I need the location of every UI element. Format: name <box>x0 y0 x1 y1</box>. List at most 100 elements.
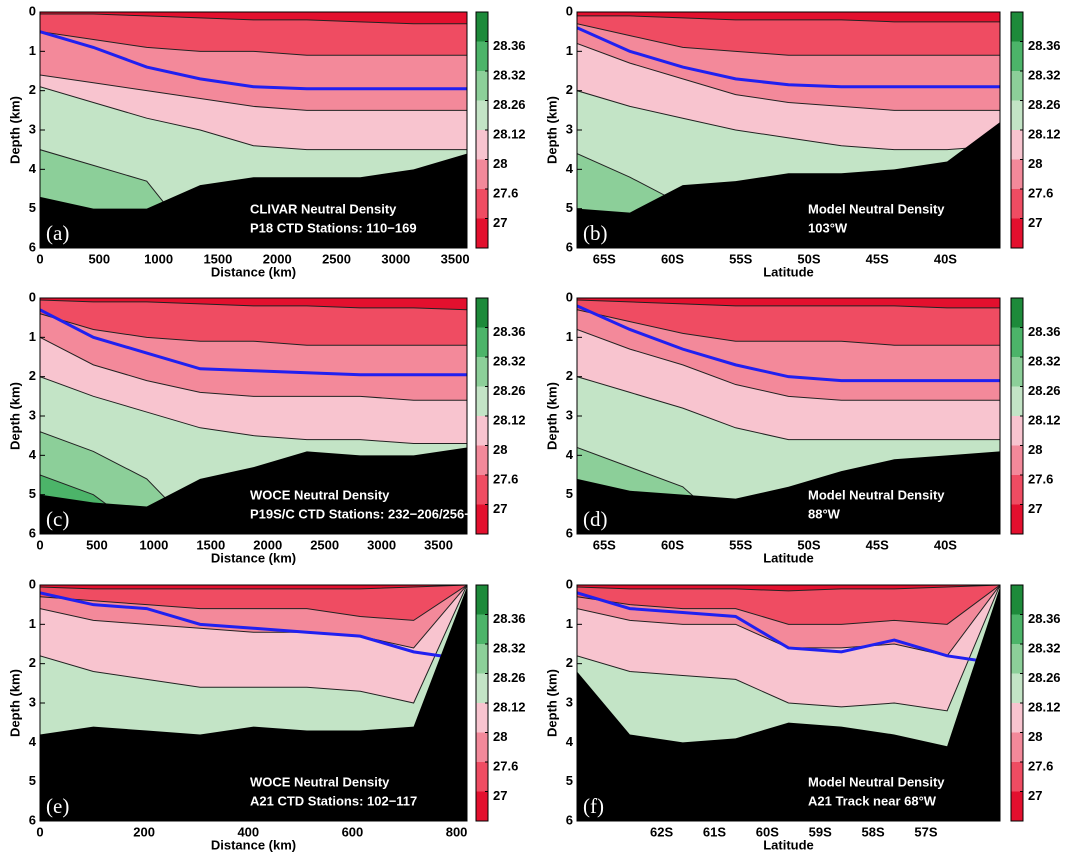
isopycnal <box>40 376 467 445</box>
annotation: WOCE Neutral Density <box>250 774 390 789</box>
colorbar-tick-label: 28 <box>493 442 507 457</box>
isopycnal <box>40 31 467 56</box>
colorbar-segment <box>476 504 488 534</box>
colorbar-tick-label: 28.26 <box>493 670 526 685</box>
colorbar-segment <box>476 327 488 357</box>
colorbar-tick-label: 28 <box>1028 442 1042 457</box>
bathymetry <box>577 122 1000 248</box>
y-tick-label: 5 <box>566 486 573 501</box>
panel: 0 1 2 3 4 5 6 62S 61S 60S 59S 58S 57S Latitude Depth (… <box>544 576 1060 852</box>
x-axis-label: Latitude <box>763 837 814 852</box>
panel-label: (e) <box>46 794 69 818</box>
colorbar-tick-label: 28.32 <box>1028 353 1061 368</box>
isopycnal <box>40 149 467 248</box>
colorbar-segment <box>476 41 488 71</box>
x-tick-label: 1500 <box>203 251 232 266</box>
x-tick-label: 65S <box>593 251 616 266</box>
x-tick-label: 55S <box>729 537 752 552</box>
colorbar-tick-label: 28 <box>493 156 507 171</box>
x-tick-label: 60S <box>661 537 684 552</box>
annotation: Model Neutral Density <box>808 201 945 216</box>
y-tick-label: 1 <box>566 616 573 631</box>
panel-label: (a) <box>46 221 69 245</box>
density-band <box>40 12 467 56</box>
colorbar-tick-label: 27.6 <box>493 471 518 486</box>
isopycnal <box>40 313 467 346</box>
colorbar-tick-label: 28.36 <box>1028 324 1061 339</box>
colorbar-tick-label: 28.36 <box>493 38 526 53</box>
colorbar-segment <box>1011 732 1023 762</box>
colorbar-tick-label: 28 <box>1028 156 1042 171</box>
density-band <box>40 12 467 24</box>
panel-label: (d) <box>583 507 608 531</box>
colorbar-segment <box>476 673 488 703</box>
isopycnal <box>577 90 1000 151</box>
colorbar-tick-label: 28.32 <box>493 640 526 655</box>
y-tick-label: 5 <box>29 486 36 501</box>
y-tick-label: 0 <box>566 576 573 591</box>
y-tick-label: 5 <box>29 773 36 788</box>
x-tick-label: 0 <box>36 824 43 839</box>
y-tick-label: 1 <box>29 43 36 58</box>
x-tick-label: 61S <box>703 824 726 839</box>
colorbar-segment <box>476 12 488 42</box>
colorbar-tick-label: 27 <box>1028 501 1042 516</box>
y-tick-label: 6 <box>566 812 573 827</box>
y-tick-label: 5 <box>566 773 573 788</box>
density-band <box>577 585 1000 625</box>
x-tick-label: 500 <box>86 537 108 552</box>
colorbar-tick-label: 27 <box>493 215 507 230</box>
colorbar-segment <box>476 386 488 416</box>
colorbar-segment <box>1011 703 1023 733</box>
x-tick-label: 200 <box>133 824 155 839</box>
x-tick-label: 2500 <box>322 251 351 266</box>
x-tick-label: 3000 <box>381 251 410 266</box>
x-tick-label: 65S <box>593 537 616 552</box>
blue-isopycnal <box>40 591 467 662</box>
x-tick-label: 400 <box>237 824 259 839</box>
colorbar-segment <box>476 218 488 248</box>
x-tick-label: 3500 <box>424 537 453 552</box>
colorbar-tick-label: 28.32 <box>493 353 526 368</box>
y-tick-label: 0 <box>29 576 36 591</box>
density-band <box>40 585 467 621</box>
y-tick-label: 3 <box>29 407 36 422</box>
bathymetry <box>40 153 467 248</box>
isopycnal <box>577 585 1000 712</box>
isopycnal <box>40 431 467 534</box>
x-tick-label: 0 <box>36 537 43 552</box>
y-tick-label: 2 <box>566 82 573 97</box>
colorbar-tick-label: 28.36 <box>1028 611 1061 626</box>
colorbar-tick-label: 28.26 <box>1028 670 1061 685</box>
panel-label: (b) <box>583 221 608 245</box>
annotation: Model Neutral Density <box>808 774 945 789</box>
y-tick-label: 3 <box>566 407 573 422</box>
colorbar-segment <box>476 585 488 615</box>
colorbar-tick-label: 28.36 <box>493 324 526 339</box>
x-tick-label: 3500 <box>441 251 470 266</box>
colorbar-segment <box>1011 357 1023 387</box>
y-tick-label: 3 <box>566 694 573 709</box>
x-tick-label: 800 <box>446 824 468 839</box>
density-band <box>40 298 467 310</box>
colorbar-segment <box>476 762 488 792</box>
colorbar-segment <box>1011 41 1023 71</box>
x-tick-label: 600 <box>342 824 364 839</box>
y-tick-label: 2 <box>29 82 36 97</box>
colorbar-tick-label: 27 <box>493 501 507 516</box>
annotation: P18 CTD Stations: 110−169 <box>250 220 417 235</box>
colorbar-segment <box>1011 416 1023 446</box>
y-tick-label: 6 <box>29 525 36 540</box>
colorbar-tick-label: 27.6 <box>1028 758 1053 773</box>
isopycnal <box>40 74 467 111</box>
x-axis-label: Latitude <box>763 264 814 279</box>
isopycnal <box>577 153 1000 248</box>
blue-isopycnal <box>577 304 1000 383</box>
colorbar-segment <box>1011 673 1023 703</box>
x-axis-label: Distance (km) <box>211 550 296 565</box>
x-tick-label: 1500 <box>196 537 225 552</box>
colorbar-segment <box>476 159 488 189</box>
colorbar-segment <box>476 416 488 446</box>
plot-area <box>40 585 467 821</box>
panel-label: (f) <box>583 794 604 818</box>
